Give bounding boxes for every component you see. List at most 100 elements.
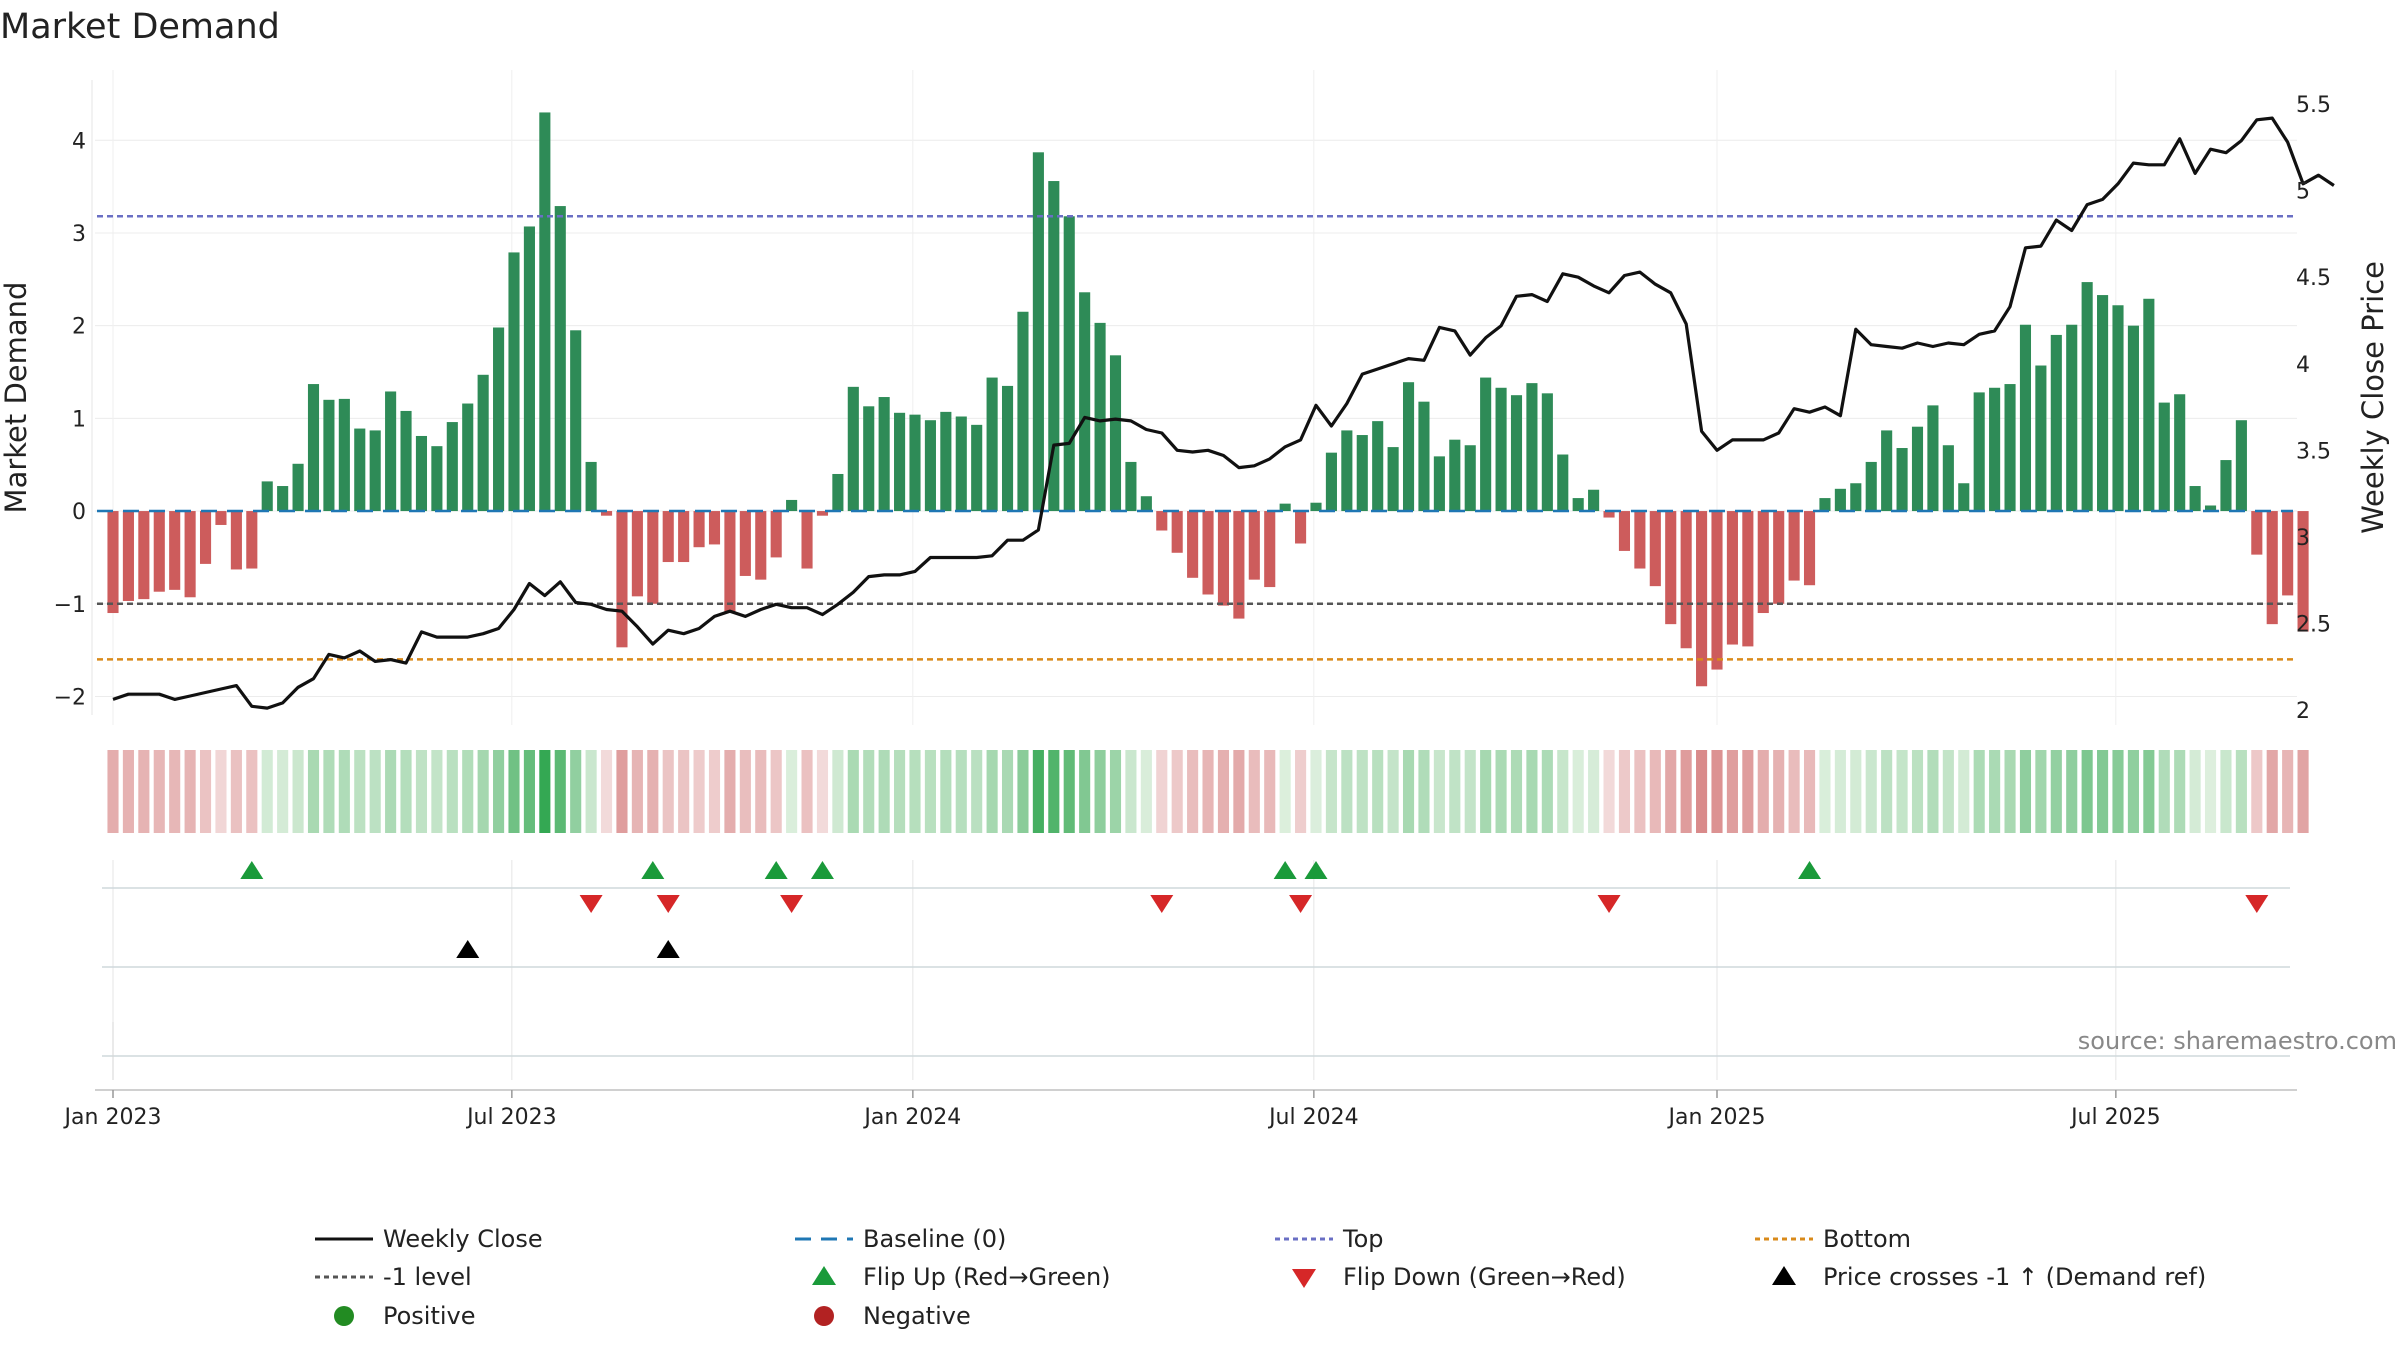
legend-swatch xyxy=(1292,1269,1316,1288)
flip-up-marker xyxy=(1798,861,1822,879)
heat-cell xyxy=(477,750,489,833)
heat-cell xyxy=(446,750,458,833)
heat-cell xyxy=(1402,750,1415,833)
negative-bar xyxy=(122,511,134,601)
negative-bar xyxy=(1202,511,1214,595)
heat-cell xyxy=(786,750,798,833)
heat-cell xyxy=(1973,750,1985,833)
flip-up-marker xyxy=(764,861,788,879)
price-line-layer xyxy=(112,116,2335,710)
negative-bar xyxy=(1773,511,1785,604)
heat-cell xyxy=(878,750,890,833)
legend-label: Positive xyxy=(383,1302,476,1330)
heat-cell xyxy=(122,750,134,833)
positive-bar xyxy=(354,428,366,512)
positive-bar xyxy=(1572,498,1584,512)
heat-cell xyxy=(554,750,566,833)
heat-cell xyxy=(708,750,721,833)
heat-cell xyxy=(2066,750,2078,833)
positive-bar xyxy=(847,386,859,512)
heat-cell xyxy=(2050,750,2062,833)
positive-bar xyxy=(554,206,566,512)
heat-cell xyxy=(955,750,967,833)
legend-swatch xyxy=(1772,1266,1796,1285)
reference-levels xyxy=(97,215,2293,661)
negative-bar xyxy=(184,511,196,598)
heat-cell xyxy=(1001,750,1014,833)
legend: Weekly Close Baseline (0) Top Bottom -1 leve… xyxy=(315,1225,2206,1330)
heat-cell xyxy=(1927,750,1939,833)
heat-cell xyxy=(1449,750,1461,833)
price-cross-marker xyxy=(656,940,680,958)
negative-bar xyxy=(1803,511,1816,586)
positive-bar xyxy=(385,391,397,512)
heat-cell xyxy=(1140,750,1152,833)
heat-cell xyxy=(1372,750,1384,833)
heat-cell xyxy=(1156,750,1168,833)
negative-bar xyxy=(755,511,767,580)
heat-cell xyxy=(1680,750,1692,833)
heat-cell xyxy=(1171,750,1183,833)
negative-bar xyxy=(662,511,674,563)
positive-bar xyxy=(909,414,921,512)
heat-cell xyxy=(523,750,535,833)
left-tick-label: 0 xyxy=(72,500,86,525)
positive-bar xyxy=(1942,445,1954,512)
positive-bar xyxy=(1032,152,1044,512)
positive-bar xyxy=(940,411,952,512)
heat-cell xyxy=(1788,750,1800,833)
right-axis-title: Weekly Close Price xyxy=(2356,261,2390,534)
legend-swatch xyxy=(812,1266,836,1285)
negative-bar xyxy=(2297,511,2309,632)
positive-bar xyxy=(400,410,412,512)
negative-bar xyxy=(1788,511,1800,581)
heat-cell xyxy=(847,750,859,833)
heat-cell xyxy=(1325,750,1337,833)
heat-cell xyxy=(724,750,736,833)
flip-up-marker xyxy=(240,861,264,879)
negative-bar xyxy=(1726,511,1738,645)
positive-bar xyxy=(493,327,505,512)
legend-item: Baseline (0) xyxy=(795,1225,1006,1253)
positive-bar xyxy=(2127,325,2139,512)
heat-cell xyxy=(2158,750,2170,833)
legend-label: Top xyxy=(1342,1225,1384,1253)
heat-cell xyxy=(153,750,165,833)
heat-cell xyxy=(1248,750,1260,833)
positive-bar xyxy=(307,384,320,512)
heat-cell xyxy=(693,750,705,833)
flip-up-marker xyxy=(810,861,834,879)
heat-cell xyxy=(1958,750,1970,833)
heat-cell xyxy=(1495,750,1507,833)
heat-cell xyxy=(1387,750,1399,833)
positive-bar xyxy=(292,463,304,512)
heat-cell xyxy=(1233,750,1245,833)
flip-down-marker xyxy=(1150,895,1174,913)
positive-bar xyxy=(2220,460,2232,512)
heat-cell xyxy=(1079,750,1091,833)
negative-bar xyxy=(199,511,212,564)
x-tick-label: Jan 2023 xyxy=(63,1105,162,1130)
right-tick-label: 2 xyxy=(2296,699,2310,724)
heat-cell xyxy=(2266,750,2278,833)
price-cross-marker xyxy=(456,940,480,958)
negative-bar xyxy=(1156,511,1168,531)
positive-bar xyxy=(1094,322,1106,512)
positive-bar xyxy=(1279,503,1291,512)
heat-cell xyxy=(2204,750,2217,833)
positive-bar xyxy=(1588,489,1600,512)
negative-bar xyxy=(1711,511,1723,670)
negative-bar xyxy=(1248,511,1260,580)
heat-cell xyxy=(2127,750,2139,833)
heat-cell xyxy=(1017,750,1029,833)
right-tick-label: 5.5 xyxy=(2296,93,2331,118)
heat-cell xyxy=(1942,750,1954,833)
positive-bar xyxy=(1480,377,1492,512)
negative-bar xyxy=(1757,511,1769,614)
event-markers xyxy=(102,861,2290,1080)
heat-cell xyxy=(662,750,674,833)
positive-bar xyxy=(1341,430,1353,512)
legend-item: Flip Up (Red→Green) xyxy=(812,1263,1111,1291)
heat-cell xyxy=(971,750,983,833)
positive-bar xyxy=(462,403,474,512)
